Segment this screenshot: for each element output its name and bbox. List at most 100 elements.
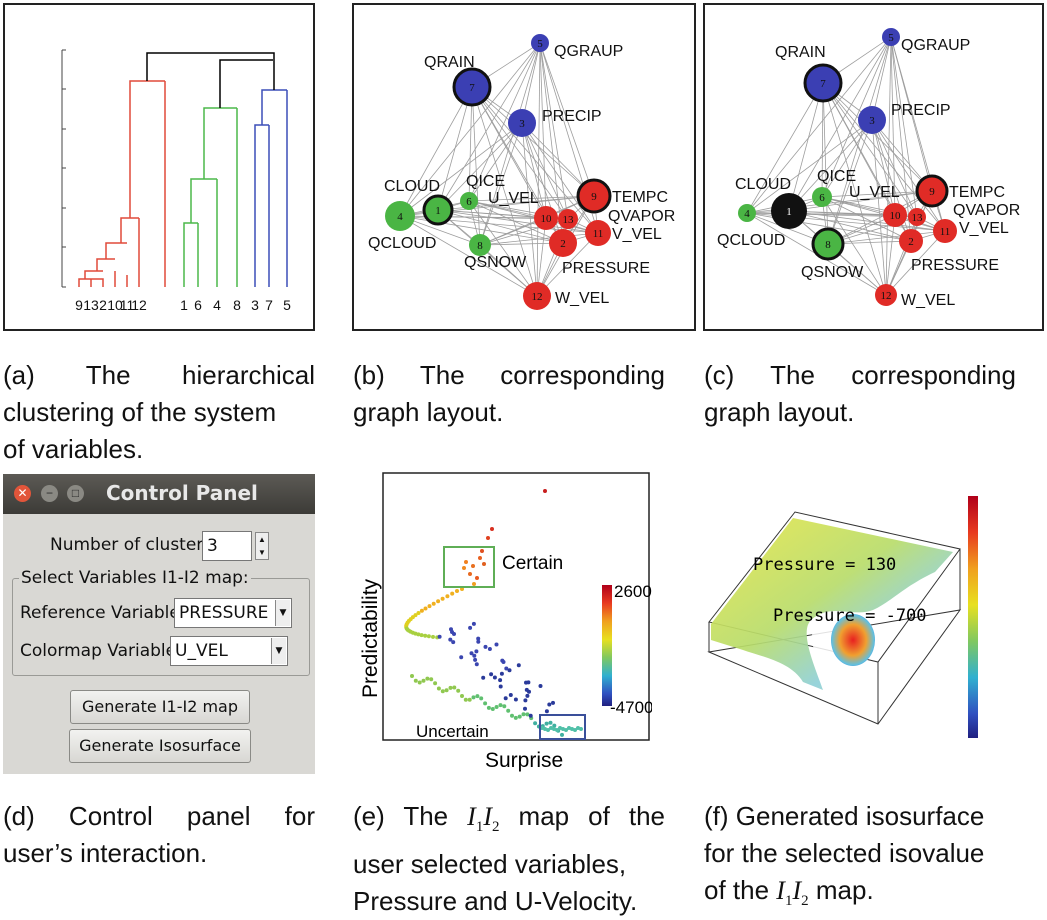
scatter-point [427,604,432,609]
graph-node-id: 11 [940,226,951,238]
colorbar-max-label: 2600 [614,582,652,601]
scatter-point [498,703,503,708]
scatter-point [468,572,472,576]
uncertain-label: Uncertain [416,722,489,741]
scatter-point [425,676,430,681]
scatter-point [436,686,441,691]
dropdown-arrow-icon[interactable]: ▼ [271,638,286,664]
graph-node-id: 11 [593,228,604,240]
graph-node [908,208,926,226]
scatter-point [448,637,453,642]
minimize-icon[interactable]: − [41,485,58,502]
x-axis-label: Surprise [485,749,563,772]
scatter-point [459,655,464,660]
scatter-point [410,674,414,678]
leaf-label: 6 [194,297,202,313]
num-clusters-spinner[interactable]: ▲ ▼ [255,532,269,560]
leaf-label: 3 [251,297,259,313]
graph-node [811,227,845,261]
scatter-point [526,680,531,685]
generate-map-button[interactable]: Generate I1-I2 map [70,690,250,724]
scatter-point [419,633,424,638]
scatter-point [483,701,488,706]
graph-node-label: W_VEL [901,292,955,309]
graph-node [585,220,611,246]
scatter-point [467,697,472,702]
maximize-icon[interactable]: □ [67,485,84,502]
leaf-label: 8 [233,297,241,313]
scatter-point [436,599,441,604]
generate-isosurface-button[interactable]: Generate Isosurface [69,729,251,763]
close-icon[interactable]: ✕ [14,485,31,502]
scatter-point [468,625,473,630]
graph-node-id: 6 [819,192,825,204]
graph-node [812,187,832,207]
y-axis-label: Predictability [359,578,382,698]
graph-node-id: 1 [786,206,792,218]
window-titlebar: ✕ − □ Control Panel [3,474,315,514]
scatter-point [546,728,550,732]
colormap-variable-select[interactable]: U_VEL ▼ [170,636,288,666]
graph-node [422,194,454,226]
scatter-point [503,696,508,701]
scatter-point [448,685,453,690]
scatter-point [475,576,479,580]
panel-c-graph: 1 2 3 4 5 6 7 8 9 10 11 12 13 QRAIN QGRAUP PRECIP CLOUD Q… [703,3,1044,331]
scatter-point [482,562,486,566]
pressure-700-label: Pressure = -700 [773,606,927,626]
graph-node [508,109,536,137]
caption-f: (f) Generated isosurface for the selecte… [704,801,985,910]
pressure-130-label: Pressure = 130 [753,555,896,575]
graph-node [385,201,415,231]
scatter-point [471,564,475,568]
scatter-point [486,705,491,710]
isosurface-svg: Pressure = 130 Pressure = -700 [707,496,978,738]
scatter-point [464,560,468,564]
graph-node-label: W_VEL [555,290,609,307]
scatter-point [538,684,543,688]
graph-node-id: 10 [541,213,553,225]
graph-node [858,106,886,134]
graph-node-label: TEMPC [612,189,668,206]
scatter-point [551,700,555,705]
scatter-point [452,685,457,690]
scatter-point [421,678,426,683]
scatter-point [478,556,482,560]
control-panel-window: ✕ − □ Control Panel Number of clusters 3… [3,474,315,774]
scatter-point [543,489,547,493]
dropdown-arrow-icon[interactable]: ▼ [275,600,290,626]
ref-variable-label: Reference Variable [20,603,180,623]
graph-node [915,174,949,208]
graph-node-id: 8 [477,240,483,252]
leaf-label: 10 [107,297,123,313]
red-cluster-branches [78,80,166,287]
certain-label: Certain [502,553,563,574]
scatter-point [469,651,474,656]
dendrogram-axis [61,49,66,288]
leaf-label: 9 [75,297,83,313]
graph-node-id: 10 [890,210,902,222]
root-branches [146,52,275,108]
scatter-point [483,644,488,649]
graph-node-label: QRAIN [775,44,826,61]
graph-node-id: 3 [869,115,875,127]
blue-cluster-branches [254,89,288,287]
panel-a-dendrogram: 9 13 2 10 11 12 1 6 4 8 3 7 5 [3,3,315,331]
scatter-point [492,675,497,680]
scatter-point [472,582,476,586]
window-title: Control Panel [106,481,258,505]
i1i2-map-svg: Certain Uncertain 2600 -4700 Surprise Pr… [359,472,652,772]
leaf-label: 7 [265,297,273,313]
colorbar-min-label: -4700 [610,698,652,717]
group-label: Select Variables I1-I2 map: [19,568,251,588]
graph-node-label: QRAIN [424,54,475,71]
graph-node [549,229,577,257]
scatter-point [452,632,456,636]
num-clusters-input[interactable]: 3 [202,531,252,561]
ref-variable-select[interactable]: PRESSURE ▼ [174,598,292,628]
graph-node-id: 5 [537,38,543,50]
scatter-point [440,689,445,694]
graph-node-id: 12 [532,291,543,303]
scatter-point [548,720,553,725]
